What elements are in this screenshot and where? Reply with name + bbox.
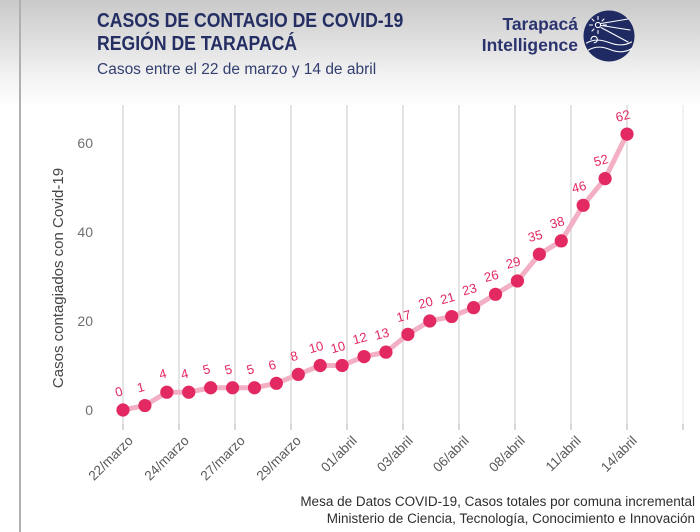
page-title-line2: REGIÓN DE TARAPACÁ	[97, 32, 298, 55]
data-point-label: 0	[113, 383, 124, 399]
data-point	[182, 385, 196, 399]
data-point	[379, 345, 393, 359]
logo-name-line1: Tarapacá	[502, 14, 578, 34]
data-point	[554, 234, 568, 248]
data-point	[576, 198, 590, 212]
source-line2: Ministerio de Ciencia, Tecnología, Conoc…	[326, 511, 695, 526]
data-point	[335, 358, 349, 373]
y-axis-title: Casos contagiados con Covid-19	[50, 167, 67, 389]
y-tick-label: 40	[77, 224, 93, 240]
data-point	[510, 274, 525, 288]
data-point-label: 4	[179, 366, 190, 382]
data-point	[247, 381, 262, 395]
data-point-label: 35	[526, 227, 544, 245]
data-point	[488, 287, 503, 301]
y-tick-label: 60	[77, 135, 93, 151]
data-point	[313, 358, 327, 373]
data-point-label: 62	[614, 107, 632, 125]
data-point	[445, 309, 459, 324]
left-margin-rule	[19, 0, 21, 532]
y-tick-label: 0	[85, 402, 93, 418]
data-point-label: 38	[548, 213, 566, 231]
y-tick-label: 20	[77, 313, 93, 329]
data-point	[532, 247, 546, 261]
data-point-label: 21	[439, 289, 457, 307]
data-point	[357, 350, 371, 364]
data-point	[423, 314, 437, 328]
data-point-label: 52	[592, 151, 610, 169]
data-point-label: 1	[135, 379, 146, 395]
logo-wordmark: Tarapacá Intelligence	[482, 14, 578, 56]
data-point	[291, 367, 305, 381]
data-point	[467, 301, 481, 315]
page-subtitle: Casos entre el 22 de marzo y 14 de abril	[97, 61, 377, 78]
data-point-label: 29	[504, 253, 522, 271]
data-point	[204, 381, 218, 395]
data-point-label: 5	[245, 361, 256, 377]
data-point-label: 12	[351, 329, 369, 347]
data-point	[138, 398, 152, 413]
data-point-label: 13	[373, 325, 391, 343]
data-point	[401, 327, 415, 341]
data-point	[269, 376, 283, 390]
data-point-label: 10	[329, 338, 347, 356]
header: CASOS DE CONTAGIO DE COVID-19 REGIÓN DE …	[97, 9, 453, 55]
tarapaca-intelligence-globe-icon	[583, 10, 635, 62]
data-point	[620, 127, 634, 141]
data-point-label: 10	[307, 338, 325, 356]
line-series	[120, 131, 630, 413]
page-title-line1: CASOS DE CONTAGIO DE COVID-19	[97, 9, 404, 32]
data-point	[598, 172, 612, 186]
logo-name-line2: Intelligence	[481, 35, 578, 55]
data-point	[160, 385, 174, 399]
data-point-label: 6	[267, 357, 278, 373]
data-point	[225, 381, 240, 395]
data-point-label: 26	[482, 267, 500, 285]
data-point-label: 8	[289, 348, 300, 364]
data-point-label: 46	[570, 178, 588, 196]
data-point	[116, 403, 130, 417]
source-line1: Mesa de Datos COVID-19, Casos totales po…	[300, 494, 695, 509]
data-point-label: 17	[395, 307, 413, 325]
data-point-label: 5	[223, 361, 234, 377]
data-point-label: 20	[417, 294, 435, 312]
source-credits: Mesa de Datos COVID-19, Casos totales po…	[300, 493, 695, 527]
data-point-label: 23	[461, 280, 479, 298]
data-point-label: 4	[157, 366, 168, 382]
data-point-label: 5	[201, 361, 212, 377]
